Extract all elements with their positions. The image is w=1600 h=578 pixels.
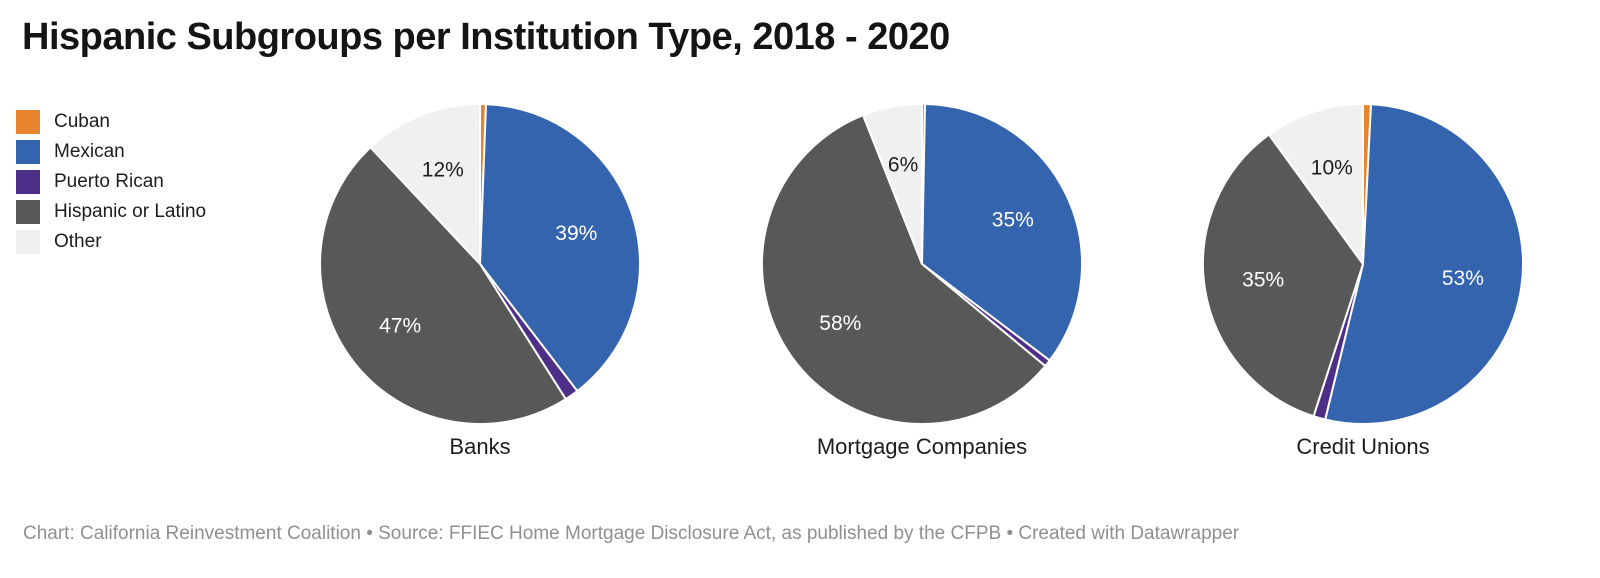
pie-mortgage-companies-svg: 35% 58% 6% — [761, 103, 1084, 425]
pie-slice-hispanic-or-latino — [1202, 133, 1364, 418]
legend-item-mexican: Mexican — [16, 140, 206, 164]
pie-slice-hispanic-or-latino — [319, 146, 567, 425]
pie-slice-other — [1267, 103, 1364, 265]
pie-value-label: 47% — [379, 314, 421, 337]
pie-value-label: 58% — [819, 312, 861, 335]
legend-item-puerto-rican: Puerto Rican — [16, 170, 206, 194]
legend-label: Other — [54, 231, 102, 252]
pie-label-banks: Banks — [449, 434, 511, 459]
page-title: Hispanic Subgroups per Institution Type,… — [22, 16, 950, 58]
legend-label: Mexican — [54, 141, 125, 162]
legend-swatch-icon — [16, 230, 40, 254]
pie-slice-hispanic-or-latino — [761, 114, 1047, 425]
pie-banks-svg: 39% 47% 12% — [319, 102, 641, 425]
legend-swatch-icon — [16, 200, 40, 224]
legend-swatch-icon — [16, 110, 40, 134]
legend-item-other: Other — [16, 230, 206, 254]
attribution-footer: Chart: California Reinvestment Coalition… — [23, 523, 1240, 544]
pie-value-label: 35% — [992, 208, 1034, 231]
pie-value-label: 53% — [1442, 267, 1484, 290]
pie-value-label: 39% — [555, 222, 597, 245]
legend: Cuban Mexican Puerto Rican Hispanic or L… — [16, 110, 206, 260]
pie-label-mortgage-companies: Mortgage Companies — [816, 434, 1028, 459]
pie-credit-unions-svg: 53% 35% 10% — [1202, 102, 1524, 425]
pie-chart-mortgage-companies: 35% 58% 6% Mortgage Companies — [758, 100, 1086, 459]
pie-value-label: 10% — [1311, 156, 1353, 179]
legend-item-hispanic-or-latino: Hispanic or Latino — [16, 200, 206, 224]
legend-label: Hispanic or Latino — [54, 201, 207, 222]
pie-slice-other — [369, 103, 481, 265]
pie-slice-mexican — [921, 103, 1084, 362]
pie-value-label: 35% — [1242, 268, 1284, 291]
legend-label: Cuban — [54, 111, 110, 132]
legend-swatch-icon — [16, 170, 40, 194]
legend-item-cuban: Cuban — [16, 110, 206, 134]
legend-label: Puerto Rican — [54, 171, 164, 192]
pie-slice-other — [862, 103, 923, 265]
pie-chart-credit-unions: 53% 35% 10% Credit Unions — [1199, 100, 1527, 459]
legend-swatch-icon — [16, 140, 40, 164]
pie-label-credit-unions: Credit Unions — [1296, 434, 1430, 459]
pie-slice-mexican — [1324, 103, 1524, 425]
pie-slice-mexican — [479, 103, 641, 393]
pie-value-label: 12% — [422, 159, 464, 182]
pie-chart-banks: 39% 47% 12% Banks — [316, 100, 644, 459]
pie-value-label: 6% — [888, 153, 918, 176]
